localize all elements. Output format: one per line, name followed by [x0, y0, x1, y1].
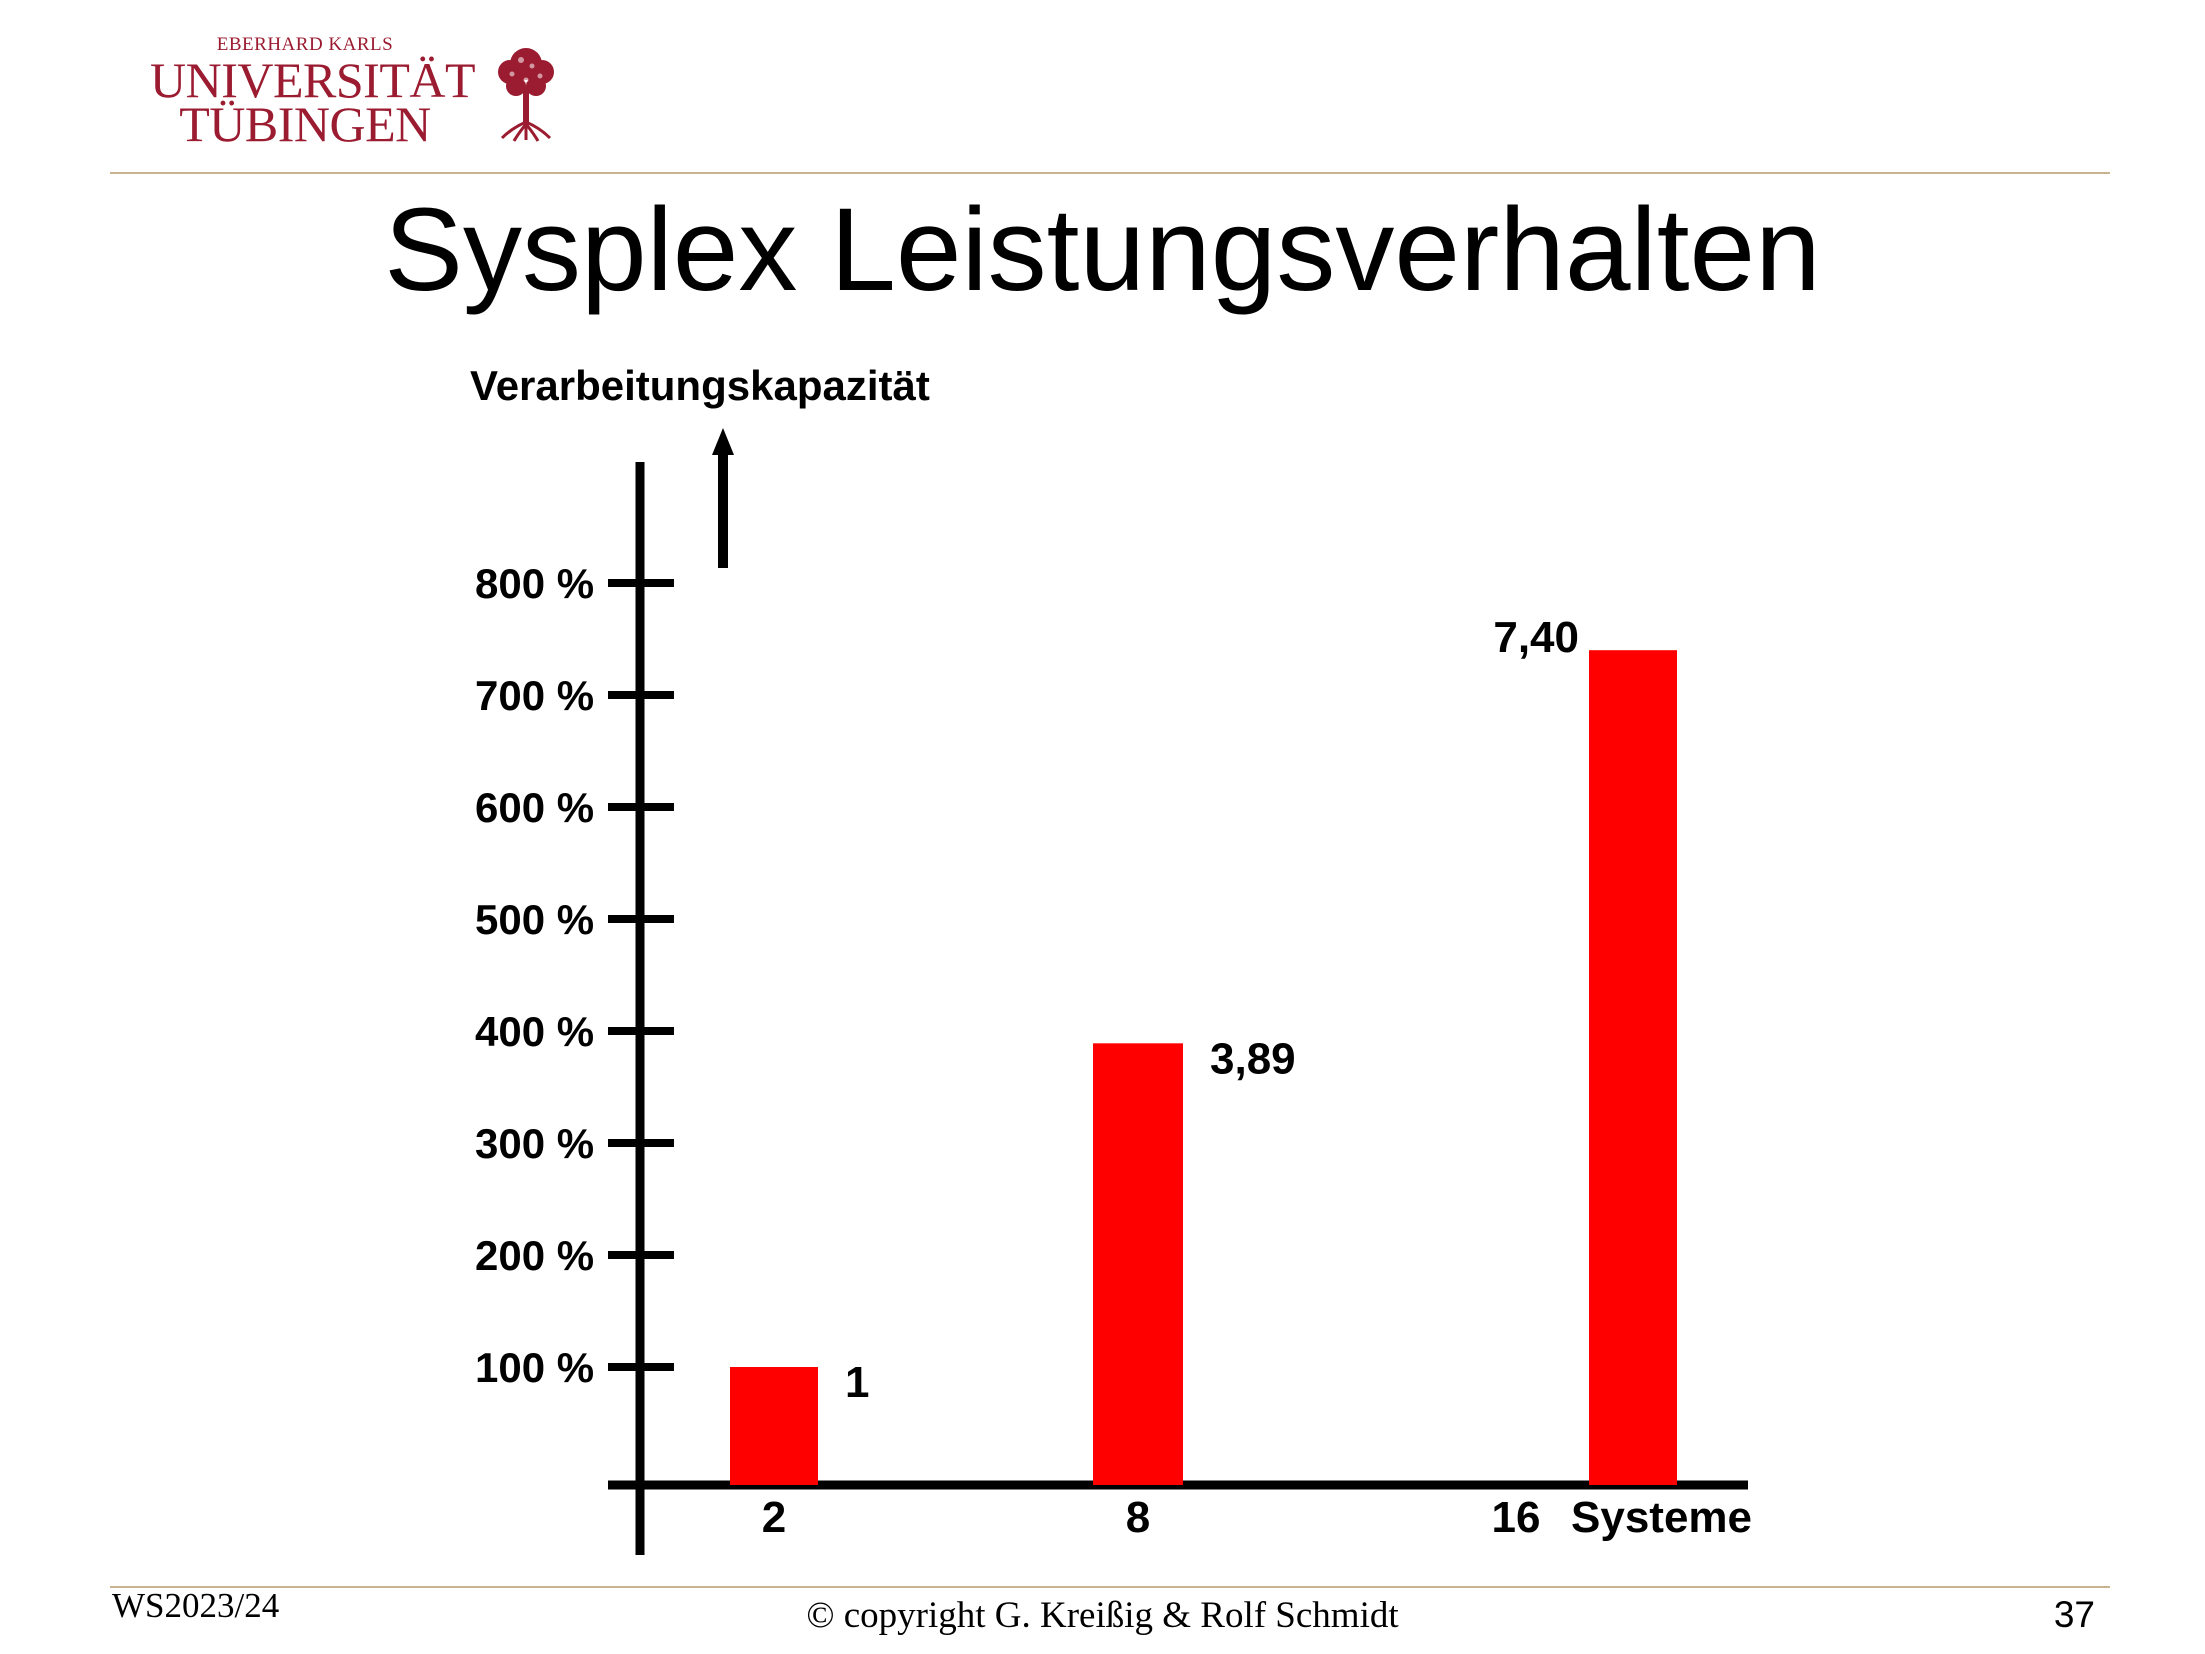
y-tick-label: 300 % [475, 1120, 594, 1167]
palm-tree-icon [498, 48, 554, 142]
y-tick-label: 400 % [475, 1008, 594, 1055]
x-axis-label: Systeme [1571, 1493, 1752, 1542]
slide-title: Sysplex Leistungsverhalten [384, 184, 1821, 316]
x-tick-label: 16 [1492, 1493, 1541, 1542]
y-tick-label: 600 % [475, 784, 594, 831]
y-axis-label: Verarbeitungskapazität [470, 362, 930, 409]
logo-line-2: TÜBINGEN [179, 96, 431, 152]
y-tick-label: 500 % [475, 896, 594, 943]
footer-rule [110, 1586, 2110, 1588]
bar-2 [730, 1367, 818, 1485]
y-tick-label: 100 % [475, 1344, 594, 1391]
x-tick-label: 8 [1126, 1493, 1150, 1542]
footer-copyright: © copyright G. Kreißig & Rolf Schmidt [806, 1595, 1399, 1636]
footer-semester: WS2023/24 [112, 1586, 280, 1625]
bar-value-label: 7,40 [1493, 613, 1579, 662]
y-tick-label: 800 % [475, 560, 594, 607]
university-logo: EBERHARD KARLS UNIVERSITÄT TÜBINGEN [150, 34, 570, 150]
bar-8 [1093, 1043, 1183, 1485]
y-tick-label: 700 % [475, 672, 594, 719]
y-arrow-head [712, 428, 734, 455]
bar-value-label: 1 [845, 1358, 869, 1407]
logo-line-1: UNIVERSITÄT [150, 52, 476, 108]
x-tick-label: 2 [762, 1493, 786, 1542]
header-rule [110, 172, 2110, 174]
page-number: 37 [2053, 1594, 2095, 1635]
y-tick-label: 200 % [475, 1232, 594, 1279]
logo-small-text: EBERHARD KARLS [216, 34, 394, 55]
bar-value-label: 3,89 [1210, 1034, 1296, 1083]
bar-16 [1589, 650, 1677, 1485]
